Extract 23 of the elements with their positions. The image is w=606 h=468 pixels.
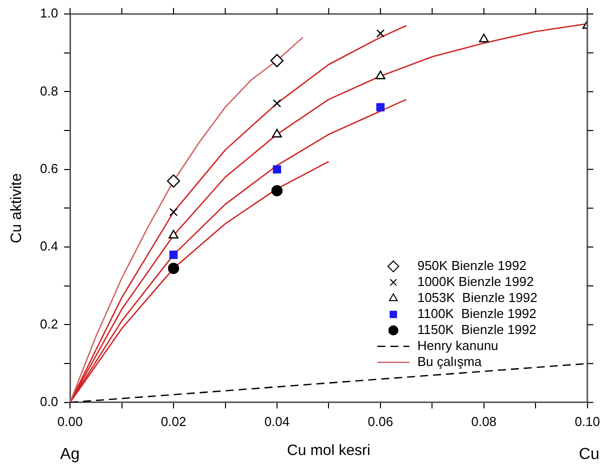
- y-axis-title: Cu aktivite: [8, 173, 26, 244]
- y-tick-label: 0.6: [40, 160, 58, 176]
- y-tick-label: 0.0: [40, 394, 58, 409]
- x-tick-label: 0.00: [57, 414, 83, 429]
- x-tick-label: 0.08: [471, 414, 497, 429]
- legend-label: Henry kanunu: [417, 338, 498, 353]
- legend-label: 1100K Bienzle 1992: [417, 306, 536, 321]
- text: Cu: [578, 446, 600, 463]
- y-tick-label: 1.0: [40, 6, 58, 21]
- x-tick-label: 0.10: [574, 414, 600, 429]
- y-tick-label: 0.4: [40, 238, 58, 254]
- y-tick-label: 0.2: [40, 316, 58, 332]
- legend-label: 1000K Bienzle 1992: [417, 274, 534, 289]
- legend-label: 1150K Bienzle 1992: [417, 322, 536, 337]
- legend-label: 1053K Bienzle 1992: [417, 290, 538, 305]
- x-tick-label: 0.06: [368, 414, 394, 429]
- y-tick-label: 0.8: [40, 83, 58, 98]
- legend-label: 950K Bienzle 1992: [417, 258, 527, 273]
- x-tick-label: 0.04: [264, 414, 290, 429]
- legend-label: Bu çalışma: [417, 354, 482, 369]
- x-axis-title: Cu mol kesri: [287, 442, 370, 460]
- text: Ag: [60, 446, 80, 463]
- x-tick-label: 0.02: [160, 414, 186, 429]
